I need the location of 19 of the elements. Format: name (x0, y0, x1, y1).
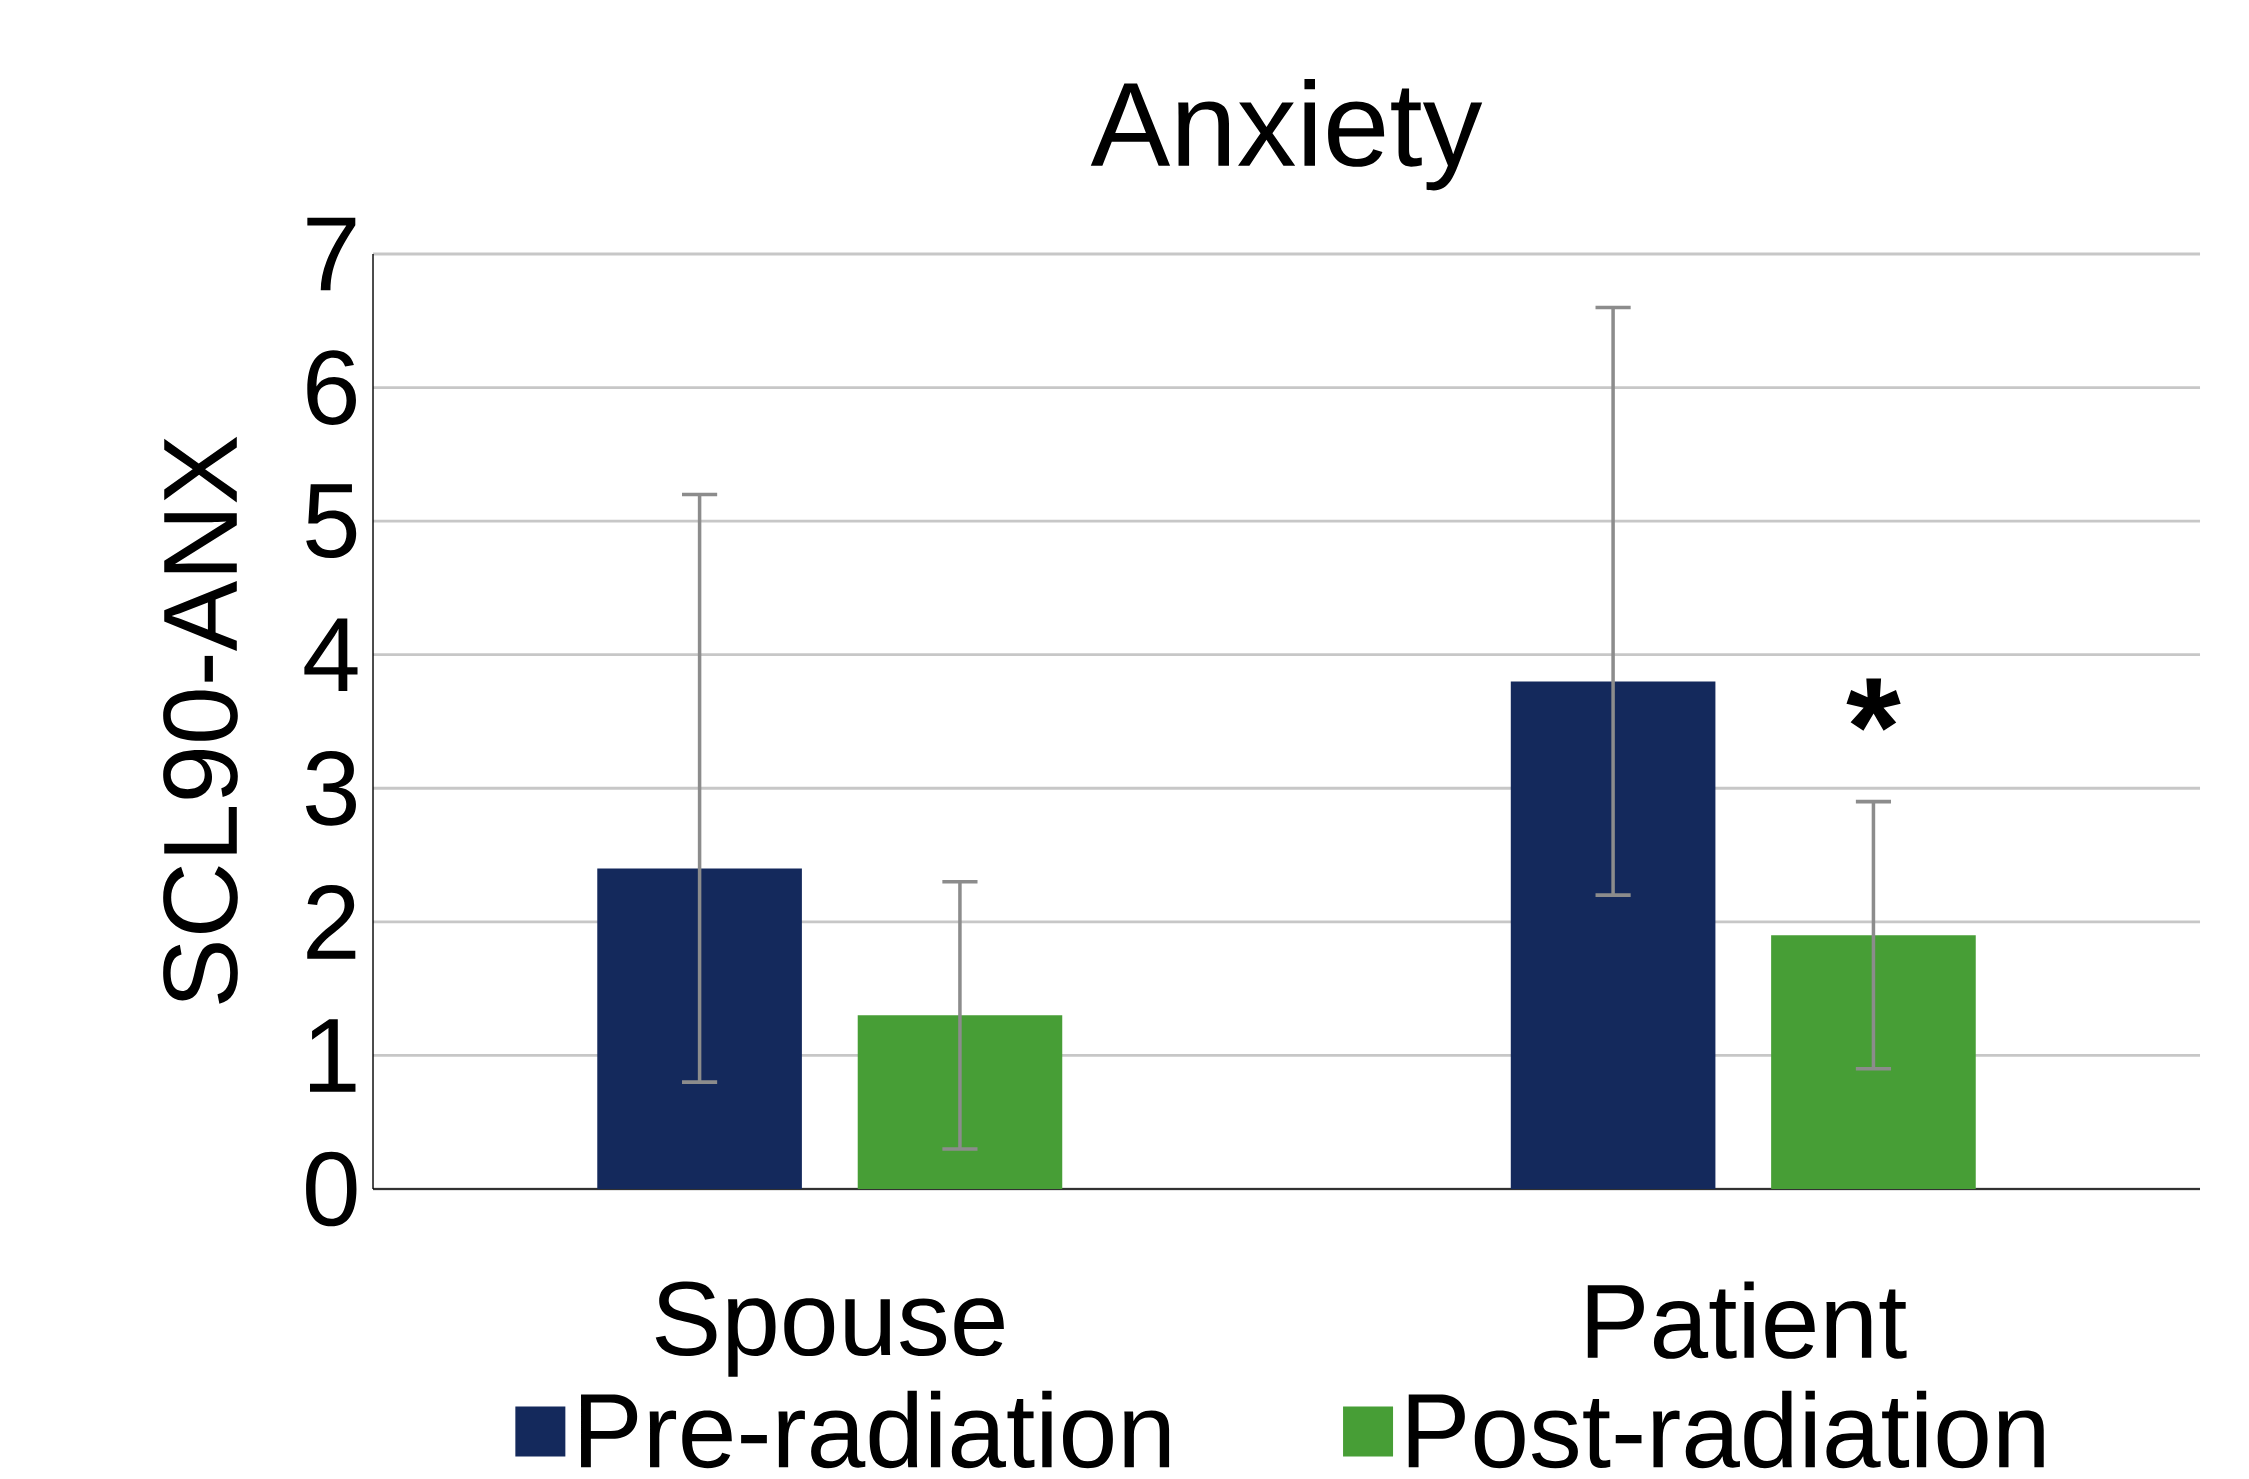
y-tick-label: 7 (307, 217, 356, 291)
legend-label: Post-radiation (1408, 1390, 2044, 1469)
bar (597, 868, 802, 1189)
chart-title: Anxiety (1090, 79, 1483, 191)
y-tick-label: 2 (307, 885, 356, 959)
y-axis-title: SCL90-ANX (163, 436, 238, 1004)
y-tick-label: 5 (306, 484, 357, 558)
bar (857, 1015, 1063, 1189)
bar (1771, 935, 1976, 1189)
y-tick-label: 3 (305, 750, 356, 826)
annotation: * (1846, 678, 1901, 731)
y-tick-label: 4 (304, 618, 358, 691)
x-tick-label: Spouse (655, 1281, 1004, 1377)
x-tick-label: Patient (1587, 1281, 1907, 1359)
y-tick-label: 1 (310, 1019, 356, 1092)
y-tick-label: 0 (306, 1151, 357, 1227)
bar (1510, 681, 1716, 1189)
legend-label: Pre-radiation (581, 1390, 1170, 1469)
y-tick-label: 6 (307, 350, 356, 425)
